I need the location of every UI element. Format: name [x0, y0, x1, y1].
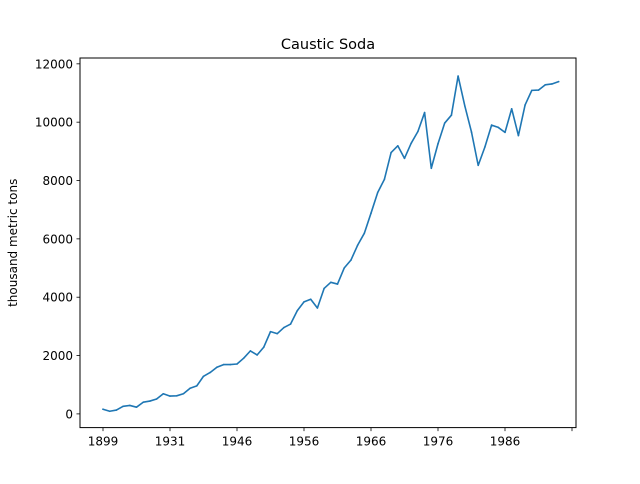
data-point	[296, 309, 299, 312]
data-point	[122, 405, 124, 408]
data-point	[531, 89, 533, 92]
data-point	[343, 267, 346, 269]
data-point	[182, 392, 185, 395]
data-point	[430, 167, 433, 170]
data-point	[517, 134, 520, 137]
x-tick-label: 1966	[356, 435, 387, 449]
data-point	[323, 287, 325, 290]
data-point	[551, 83, 553, 85]
series-layer	[102, 75, 560, 413]
data-point	[189, 387, 191, 390]
data-point	[370, 212, 372, 214]
data-point	[403, 157, 406, 160]
data-point	[142, 401, 144, 404]
data-point	[303, 301, 305, 303]
data-point	[209, 371, 211, 374]
data-point	[175, 395, 178, 397]
data-point	[390, 151, 392, 154]
y-axis-label: thousand metric tons	[6, 179, 20, 307]
x-tick-label: 1899	[88, 435, 119, 449]
plot-area	[80, 58, 576, 428]
x-tick-label: 1986	[490, 435, 521, 449]
data-point	[484, 146, 486, 148]
y-tick-label: 8000	[42, 174, 73, 188]
data-point	[256, 354, 258, 356]
data-point	[229, 363, 232, 366]
data-point	[115, 409, 118, 411]
x-tick-label: 1956	[289, 435, 320, 449]
data-point	[155, 398, 158, 400]
data-point	[330, 281, 332, 284]
data-point	[236, 363, 238, 365]
data-point	[457, 75, 459, 77]
data-point	[222, 363, 225, 366]
data-point	[417, 130, 419, 133]
data-point	[309, 298, 312, 301]
data-point	[537, 89, 540, 91]
data-point	[135, 406, 138, 408]
data-point	[524, 104, 526, 106]
data-point	[410, 142, 413, 144]
data-point	[363, 232, 366, 235]
data-point	[350, 259, 352, 261]
data-point	[276, 332, 279, 335]
data-point	[289, 323, 292, 325]
data-point	[490, 124, 493, 126]
y-tick-label: 12000	[35, 57, 73, 71]
y-tick-label: 2000	[42, 349, 73, 363]
data-point	[108, 410, 111, 413]
y-axis-ticks: 0 2000 4000 6000 8000 10000 12000	[35, 57, 80, 421]
x-tick-label: 1946	[222, 435, 253, 449]
data-point	[477, 164, 480, 167]
data-point	[336, 283, 339, 285]
data-point	[216, 366, 218, 369]
data-point	[510, 107, 513, 110]
data-point	[102, 408, 104, 411]
data-point	[242, 357, 245, 359]
data-point	[443, 122, 446, 124]
data-point	[129, 404, 131, 407]
data-point	[316, 307, 319, 309]
data-point	[376, 191, 379, 194]
chart-title: Caustic Soda	[281, 37, 375, 53]
y-tick-label: 10000	[35, 116, 73, 130]
data-point	[356, 244, 359, 247]
data-point	[497, 126, 500, 129]
data-point	[504, 131, 506, 134]
data-point	[450, 114, 453, 116]
data-point	[202, 375, 205, 378]
y-tick-label: 4000	[42, 291, 73, 305]
data-point	[263, 346, 265, 348]
data-point	[423, 111, 426, 114]
data-point	[162, 392, 165, 395]
data-point	[437, 142, 439, 145]
data-point	[169, 395, 171, 397]
data-point	[383, 178, 386, 181]
x-tick-label: 1976	[423, 435, 454, 449]
data-point	[397, 145, 399, 147]
data-point	[557, 80, 560, 83]
data-point	[196, 385, 198, 387]
data-point	[464, 105, 466, 107]
y-tick-label: 6000	[42, 232, 73, 246]
data-point	[283, 326, 285, 329]
data-point	[249, 350, 252, 352]
data-point	[470, 131, 473, 133]
data-point	[149, 400, 151, 402]
data-point	[544, 84, 546, 86]
y-tick-label: 0	[65, 407, 73, 421]
data-point	[269, 330, 272, 333]
x-axis-ticks: 1899 1931 1946 1956 1966 1976 1986	[88, 427, 573, 449]
x-tick-label: 1931	[155, 435, 186, 449]
axes-frame	[79, 57, 577, 429]
